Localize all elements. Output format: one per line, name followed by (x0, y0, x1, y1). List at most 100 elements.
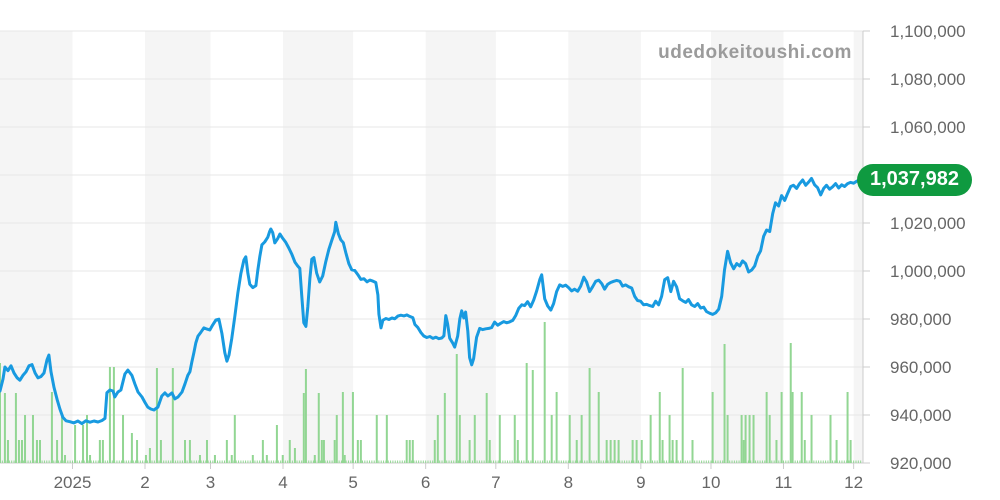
x-axis-label: 7 (491, 473, 500, 492)
volume-bar (251, 455, 254, 463)
volume-stub (219, 460, 221, 463)
volume-bar (411, 440, 414, 463)
volume-stub (280, 460, 282, 463)
volume-stub (703, 460, 705, 463)
volume-stub (684, 460, 686, 463)
volume-bar (649, 415, 652, 463)
volume-bar (74, 425, 77, 463)
volume-stub (191, 460, 193, 463)
volume-stub (535, 460, 537, 463)
volume-bar (359, 440, 362, 463)
x-axis-label: 11 (775, 473, 793, 492)
volume-stub (616, 460, 618, 463)
volume-bar (617, 440, 620, 463)
volume-stub (13, 460, 15, 463)
volume-stub (67, 460, 69, 463)
volume-bar (513, 415, 516, 463)
volume-bar (98, 440, 101, 463)
y-axis-label: 1,020,000 (890, 214, 966, 233)
volume-bar (198, 455, 201, 463)
volume-stub (450, 460, 452, 463)
volume-bar (108, 367, 111, 463)
volume-stub (652, 460, 654, 463)
volume-stub (69, 460, 71, 463)
volume-bar (765, 392, 768, 463)
volume-stub (249, 460, 251, 463)
volume-stub (467, 460, 469, 463)
volume-bar (458, 415, 461, 463)
volume-stub (186, 460, 188, 463)
volume-stub (397, 460, 399, 463)
volume-stub (34, 460, 36, 463)
volume-bar (613, 440, 616, 463)
volume-bar (317, 393, 320, 463)
volume-bar (230, 455, 233, 463)
volume-stub (549, 460, 551, 463)
watermark: udedokeitoushi.com (658, 42, 852, 63)
volume-stub (595, 460, 597, 463)
volume-stub (338, 460, 340, 463)
volume-bar (661, 440, 664, 463)
volume-bar (320, 440, 323, 463)
volume-stub (471, 460, 473, 463)
volume-bar (343, 455, 346, 463)
volume-stub (787, 460, 789, 463)
volume-stub (212, 460, 214, 463)
volume-stub (457, 460, 459, 463)
volume-bar (293, 448, 296, 463)
volume-stub (797, 460, 799, 463)
month-band (710, 31, 784, 463)
volume-bar (38, 440, 41, 463)
volume-bar (155, 368, 158, 463)
volume-stub (245, 460, 247, 463)
volume-bar (609, 440, 612, 463)
volume-bar (525, 363, 528, 463)
volume-stub (818, 460, 820, 463)
volume-stub (369, 460, 371, 463)
volume-stub (247, 460, 249, 463)
volume-stub (432, 460, 434, 463)
volume-bar (375, 415, 378, 463)
volume-stub (170, 460, 172, 463)
volume-stub (378, 460, 380, 463)
volume-stub (1, 460, 3, 463)
volume-stub (427, 460, 429, 463)
volume-stub (799, 460, 801, 463)
volume-stub (495, 460, 497, 463)
volume-stub (364, 460, 366, 463)
volume-bar (60, 415, 63, 463)
volume-stub (729, 460, 731, 463)
volume-stub (507, 460, 509, 463)
volume-stub (757, 460, 759, 463)
volume-stub (523, 460, 525, 463)
volume-bar (288, 440, 291, 463)
volume-stub (29, 460, 31, 463)
volume-stub (81, 460, 83, 463)
month-band (282, 31, 354, 463)
volume-stub (644, 460, 646, 463)
volume-bar (213, 455, 216, 463)
volume-stub (11, 460, 13, 463)
volume-stub (689, 460, 691, 463)
volume-stub (680, 460, 682, 463)
volume-bar (122, 415, 125, 463)
volume-bar (183, 440, 186, 463)
volume-bar (101, 440, 104, 463)
volume-stub (497, 460, 499, 463)
volume-stub (287, 460, 289, 463)
y-axis-label: 940,000 (890, 406, 951, 425)
volume-stub (717, 460, 719, 463)
month-band (0, 31, 73, 463)
volume-stub (754, 460, 756, 463)
volume-stub (72, 460, 74, 463)
volume-stub (462, 460, 464, 463)
volume-stub (453, 460, 455, 463)
volume-bar (803, 440, 806, 463)
volume-stub (537, 460, 539, 463)
volume-bar (443, 393, 446, 463)
volume-stub (670, 460, 672, 463)
volume-stub (511, 460, 513, 463)
volume-stub (177, 460, 179, 463)
volume-bar (726, 415, 729, 463)
